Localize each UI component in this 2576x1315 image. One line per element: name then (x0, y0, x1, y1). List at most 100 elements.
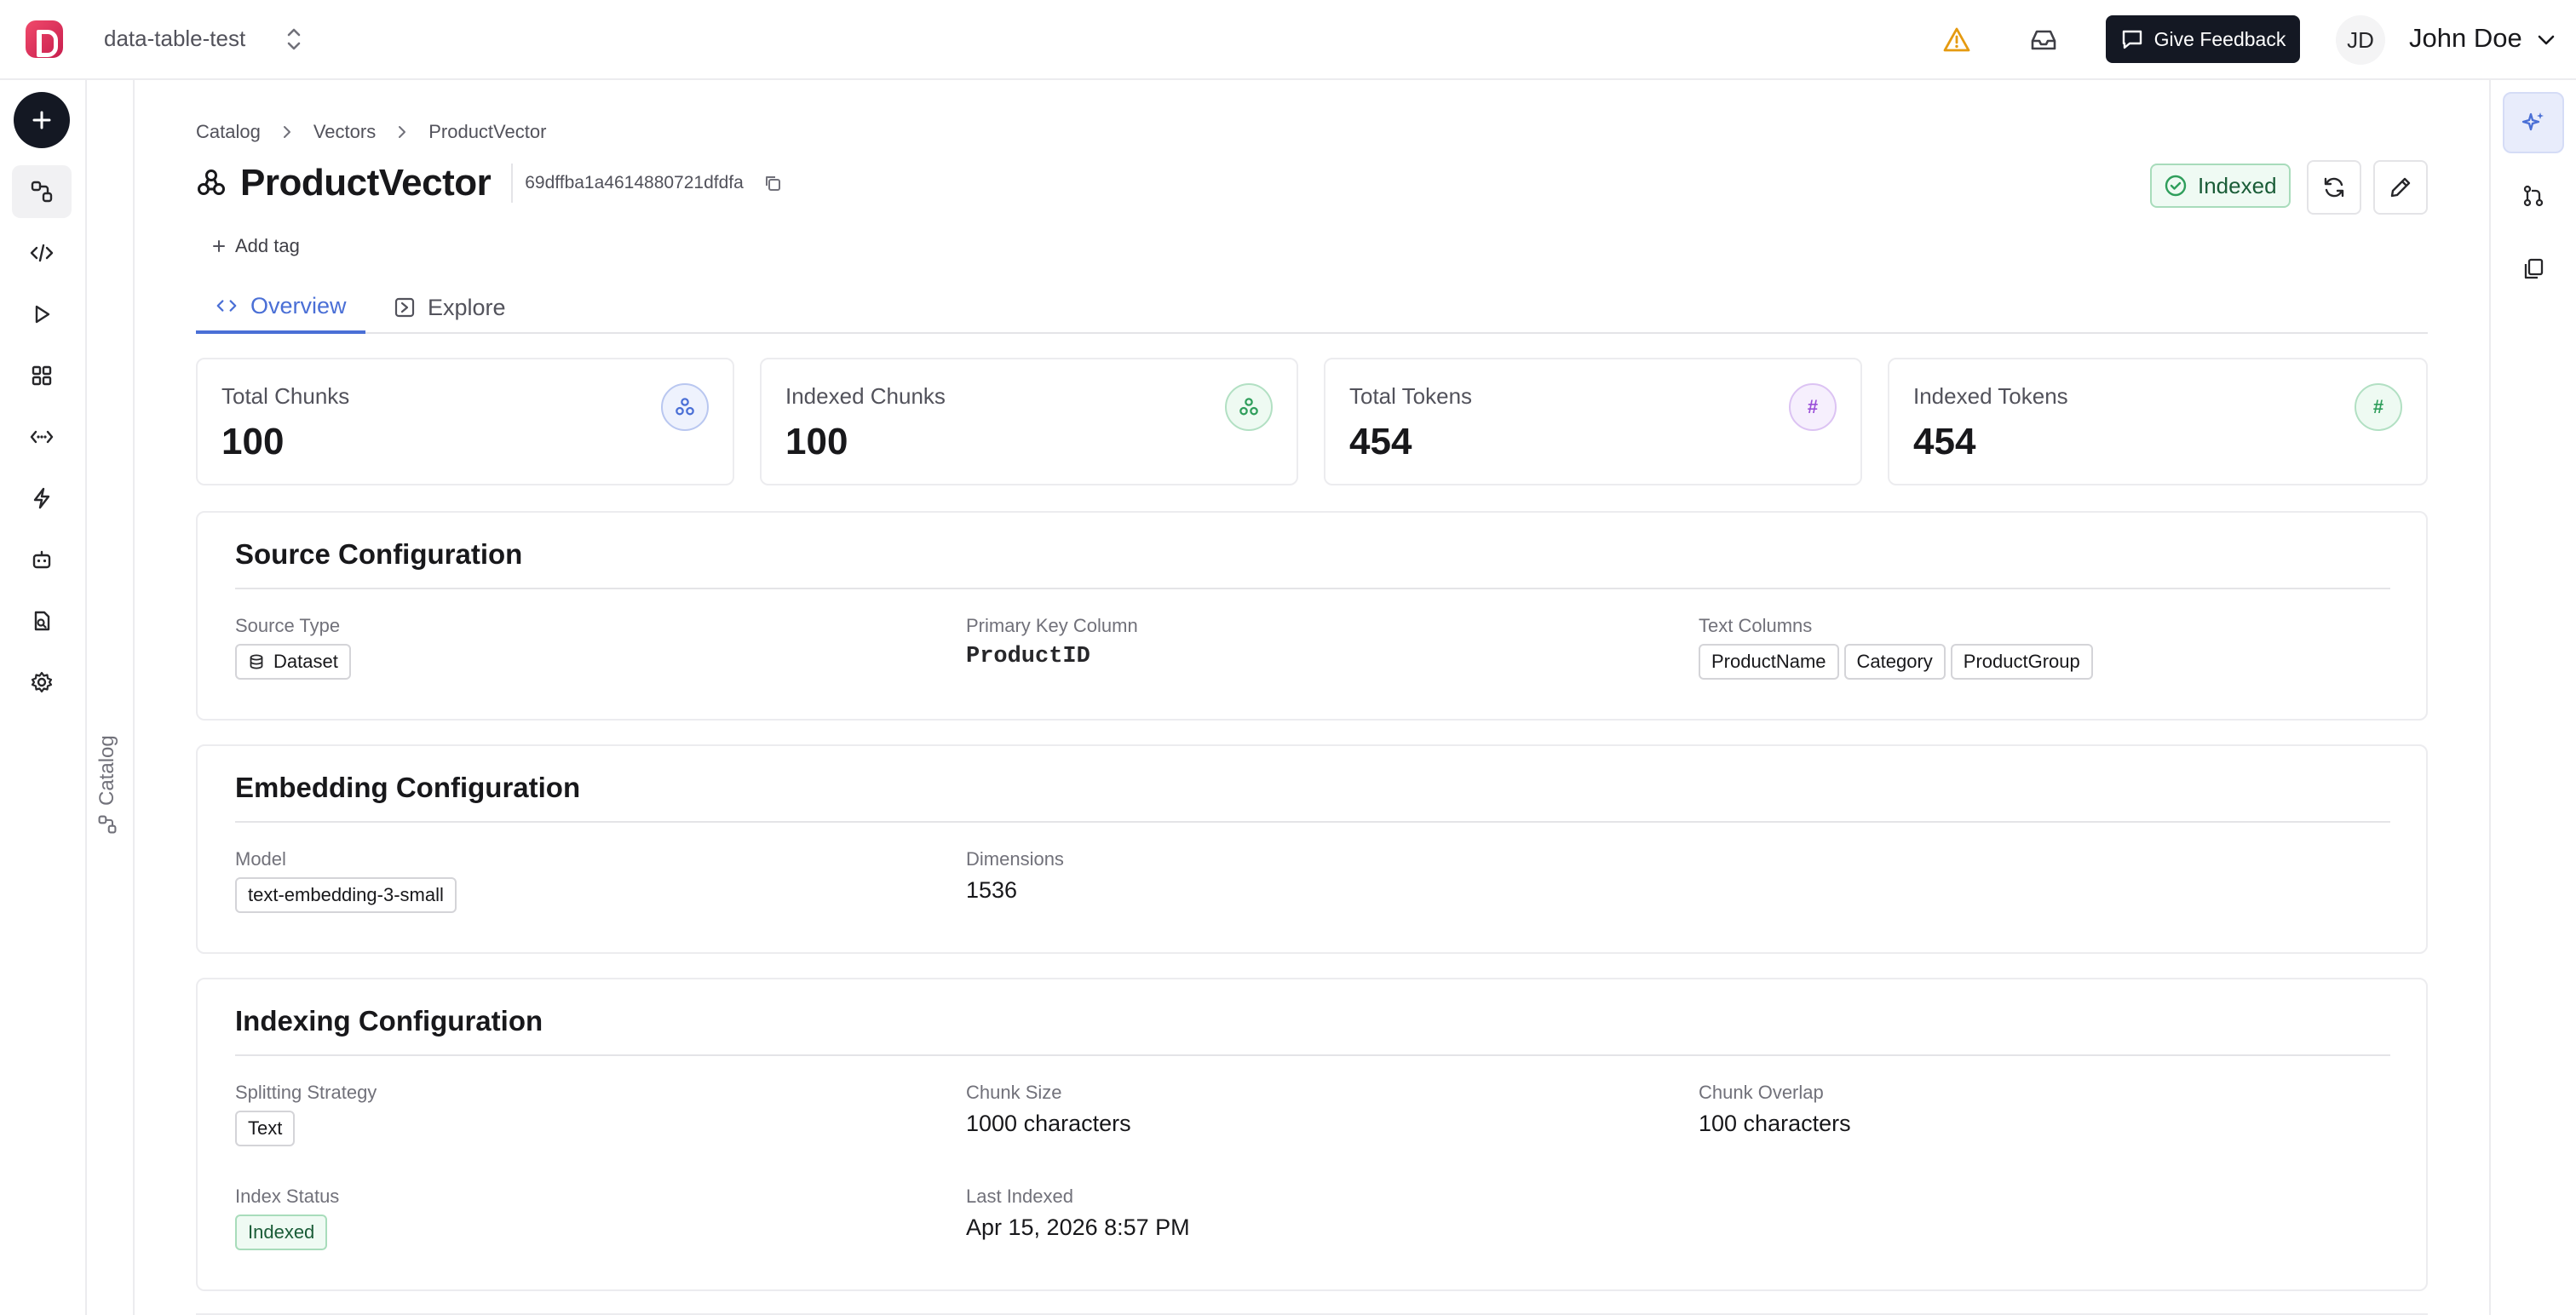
hash-icon: # (2355, 383, 2402, 431)
field-label: Dimensions (966, 848, 1064, 870)
app-logo[interactable] (26, 20, 63, 58)
title-divider (511, 164, 514, 203)
nav-settings[interactable] (12, 656, 72, 709)
check-circle-icon (2165, 175, 2187, 197)
nav-api[interactable] (12, 411, 72, 463)
gear-icon (31, 671, 53, 693)
warning-triangle-icon[interactable] (1939, 22, 1975, 58)
dimensions-field: Dimensions 1536 (966, 848, 1064, 904)
lightning-icon (33, 487, 50, 509)
file-search-icon (34, 611, 50, 631)
field-label: Index Status (235, 1186, 340, 1207)
section-title: Source Configuration (235, 538, 523, 570)
tab-bar: Overview Explore (196, 281, 2428, 334)
stat-card-total-chunks: Total Chunks 100 (196, 358, 734, 485)
catalog-panel-toggle[interactable]: Catalog (95, 735, 119, 835)
inbox-icon[interactable] (2026, 22, 2061, 58)
nav-agents[interactable] (12, 533, 72, 586)
chunk-overlap-field: Chunk Overlap 100 characters (1699, 1082, 1851, 1137)
next-panel-edge (196, 1313, 2428, 1315)
status-badge: Indexed (2150, 164, 2291, 208)
stat-card-indexed-tokens: Indexed Tokens 454 # (1888, 358, 2428, 485)
version-control-button[interactable] (2503, 165, 2564, 227)
chevron-right-icon (279, 124, 295, 140)
plus-icon (213, 240, 225, 252)
breadcrumb-vectors[interactable]: Vectors (313, 121, 377, 142)
nav-apps[interactable] (12, 349, 72, 402)
source-type-chip: Dataset (235, 644, 351, 680)
chevron-right-icon (394, 124, 410, 140)
section-title: Indexing Configuration (235, 1005, 543, 1036)
index-status-badge: Indexed (235, 1215, 328, 1250)
tab-explore[interactable]: Explore (385, 281, 515, 334)
stat-value: 100 (785, 421, 848, 462)
network-icon (1225, 383, 1273, 431)
hash-icon: # (1789, 383, 1837, 431)
status-label: Indexed (2198, 172, 2277, 198)
text-column-chip: Category (1843, 644, 1946, 680)
edit-button[interactable] (2373, 160, 2428, 215)
chunk-size-value: 1000 characters (966, 1111, 1131, 1136)
source-type-field: Source Type Dataset (235, 615, 356, 680)
avatar[interactable]: JD (2336, 15, 2385, 65)
code-icon (30, 244, 54, 262)
page-header: ProductVector 69dffba1a4614880721dfdfa (196, 162, 783, 204)
section-divider (235, 821, 2390, 823)
catalog-icon (31, 181, 53, 203)
section-divider (235, 588, 2390, 589)
stat-label: Indexed Chunks (785, 383, 946, 409)
pencil-icon (2390, 177, 2411, 198)
primary-key-value: ProductID (966, 644, 1090, 669)
refresh-icon (2324, 177, 2344, 198)
bot-icon (32, 550, 51, 569)
field-label: Splitting Strategy (235, 1082, 377, 1103)
ai-assistant-button[interactable] (2503, 92, 2564, 153)
add-tag-label: Add tag (235, 235, 300, 256)
give-feedback-label: Give Feedback (2153, 27, 2286, 50)
user-name[interactable]: John Doe (2409, 23, 2522, 53)
text-column-chip: ProductName (1699, 644, 1839, 680)
source-type-value: Dataset (273, 651, 338, 672)
git-pull-request-icon (2523, 185, 2544, 207)
code-arrows-icon (30, 430, 54, 444)
explore-icon (394, 297, 415, 318)
section-title: Embedding Configuration (235, 772, 581, 803)
field-label: Chunk Size (966, 1082, 1062, 1103)
nav-automations[interactable] (12, 472, 72, 525)
chunk-overlap-value: 100 characters (1699, 1111, 1851, 1136)
stat-label: Total Chunks (221, 383, 350, 409)
refresh-button[interactable] (2307, 160, 2361, 215)
nav-catalog[interactable] (12, 165, 72, 218)
index-status-field: Index Status Indexed (235, 1186, 339, 1250)
embedding-configuration-panel: Embedding Configuration Model text-embed… (196, 744, 2428, 954)
catalog-panel-collapsed[interactable] (87, 80, 135, 1315)
last-indexed-value: Apr 15, 2026 8:57 PM (966, 1215, 1190, 1240)
model-chip: text-embedding-3-small (235, 877, 457, 913)
stat-value: 454 (1349, 421, 1412, 462)
page-title: ProductVector (240, 162, 492, 204)
project-name[interactable]: data-table-test (104, 26, 246, 51)
splitting-strategy-chip: Text (235, 1111, 296, 1146)
breadcrumb: Catalog Vectors ProductVector (196, 121, 546, 143)
give-feedback-button[interactable]: Give Feedback (2106, 15, 2300, 63)
stat-label: Total Tokens (1349, 383, 1473, 409)
database-icon (250, 654, 263, 669)
splitting-strategy-field: Splitting Strategy Text (235, 1082, 377, 1146)
nav-documents[interactable] (12, 594, 72, 647)
copy-panel-button[interactable] (2503, 238, 2564, 300)
nav-code[interactable] (12, 227, 72, 279)
breadcrumb-catalog[interactable]: Catalog (196, 121, 261, 142)
stat-value: 100 (221, 421, 285, 462)
chevrons-up-down-icon[interactable] (281, 24, 307, 55)
copy-icon[interactable] (762, 173, 783, 193)
tab-overview[interactable]: Overview (196, 281, 365, 334)
copy-stack-icon (2524, 258, 2544, 279)
catalog-icon (98, 815, 117, 834)
nav-run[interactable] (12, 288, 72, 341)
last-indexed-field: Last Indexed Apr 15, 2026 8:57 PM (966, 1186, 1190, 1241)
chevron-down-icon[interactable] (2535, 29, 2557, 55)
create-new-button[interactable] (14, 92, 70, 148)
right-tool-rail (2489, 80, 2576, 1315)
message-square-icon (2120, 27, 2144, 51)
add-tag-button[interactable]: Add tag (203, 232, 308, 261)
